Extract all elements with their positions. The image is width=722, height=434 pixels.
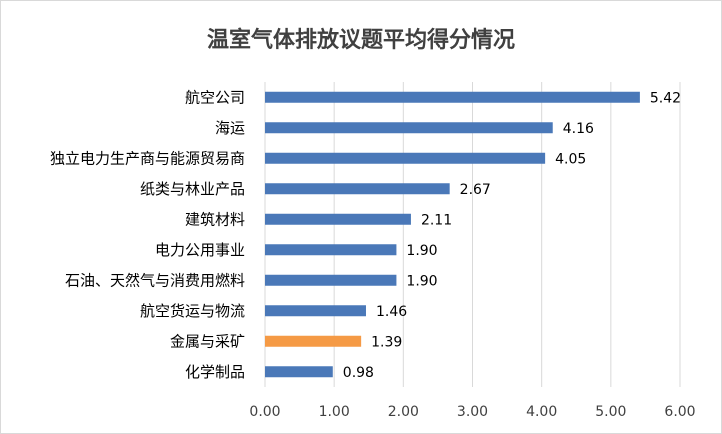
x-tick-label: 1.00 bbox=[319, 404, 350, 420]
x-tick-label: 3.00 bbox=[457, 404, 488, 420]
bar bbox=[265, 91, 640, 103]
bar bbox=[265, 366, 333, 378]
value-labels: 5.42 4.16 4.05 2.67 2.11 1.90 1.90 1.46 1.39 0.98 bbox=[343, 90, 681, 381]
category-label: 航空公司 bbox=[185, 88, 245, 106]
x-tick-label: 6.00 bbox=[664, 404, 695, 420]
bars bbox=[265, 91, 640, 378]
x-tick-label: 0.00 bbox=[249, 404, 280, 420]
x-axis-ticks: 0.00 1.00 2.00 3.00 4.00 5.00 6.00 bbox=[249, 404, 695, 420]
data-label: 5.42 bbox=[650, 90, 681, 106]
x-tick-label: 4.00 bbox=[526, 404, 557, 420]
category-label: 独立电力生产商与能源贸易商 bbox=[50, 149, 245, 167]
category-label: 航空货运与物流 bbox=[140, 302, 245, 320]
category-label: 纸类与林业产品 bbox=[140, 180, 245, 198]
bar bbox=[265, 274, 397, 286]
bar bbox=[265, 305, 366, 317]
data-label: 1.90 bbox=[406, 243, 437, 259]
category-labels: 航空公司海运独立电力生产商与能源贸易商纸类与林业产品建筑材料电力公用事业石油、天… bbox=[50, 88, 245, 381]
category-label: 海运 bbox=[215, 119, 245, 137]
category-label: 石油、天然气与消费用燃料 bbox=[65, 271, 245, 289]
data-label: 2.11 bbox=[421, 212, 452, 228]
data-label: 0.98 bbox=[343, 365, 374, 381]
data-label: 4.05 bbox=[555, 151, 586, 167]
bar bbox=[265, 183, 450, 195]
data-label: 4.16 bbox=[563, 121, 594, 137]
bar bbox=[265, 244, 397, 256]
data-label: 1.39 bbox=[371, 334, 402, 350]
data-label: 1.90 bbox=[406, 273, 437, 289]
category-label: 化学制品 bbox=[185, 363, 245, 381]
bar bbox=[265, 213, 411, 225]
data-label: 2.67 bbox=[460, 182, 491, 198]
x-tick-label: 2.00 bbox=[388, 404, 419, 420]
bar bbox=[265, 152, 546, 164]
x-tick-label: 5.00 bbox=[595, 404, 626, 420]
bar bbox=[265, 122, 553, 134]
category-label: 建筑材料 bbox=[185, 210, 245, 228]
bar bbox=[265, 335, 362, 347]
chart-title: 温室气体排放议题平均得分情况 bbox=[206, 28, 515, 53]
category-label: 电力公用事业 bbox=[155, 241, 245, 259]
data-label: 1.46 bbox=[376, 304, 407, 320]
category-label: 金属与采矿 bbox=[170, 332, 245, 350]
